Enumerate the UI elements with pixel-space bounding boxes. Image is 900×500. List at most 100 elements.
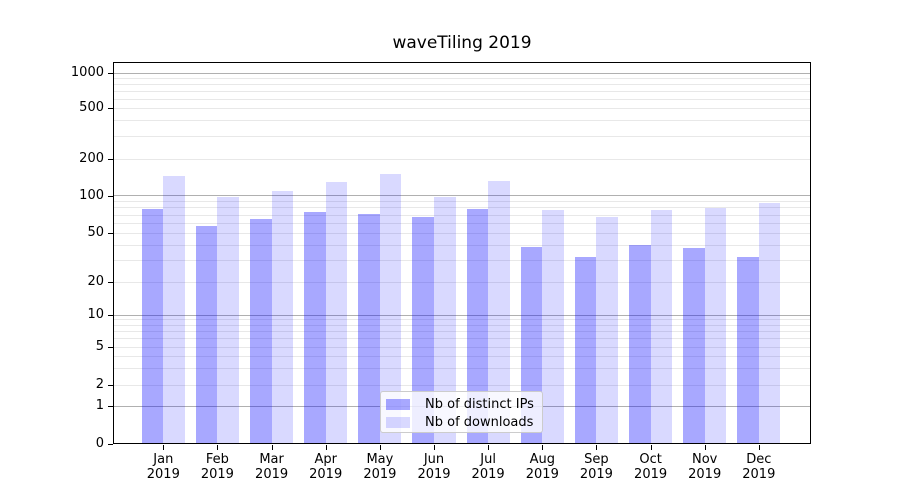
x-tick-label: Apr 2019 [298,452,354,482]
gridline-minor [113,356,811,357]
y-tick-label: 100 [79,187,104,203]
x-tick-label: Jul 2019 [460,452,516,482]
gridline-minor [113,331,811,333]
gridline-minor [113,222,811,224]
bar-distinct-ips [195,226,218,444]
x-tick-label: Feb 2019 [189,452,245,482]
x-tick-month: May [366,452,394,467]
bar-distinct-ips [412,217,434,444]
x-tick-mark [650,445,652,450]
bar-distinct-ips [304,212,326,444]
x-tick-label: Nov 2019 [677,452,733,482]
x-tick-year: 2019 [688,467,722,482]
legend-label: Nb of distinct IPs [425,396,534,412]
y-tick-mark [108,315,113,316]
y-tick-label: 2 [95,377,104,392]
x-tick-year: 2019 [417,467,451,482]
bar-downloads [434,197,456,444]
x-tick-month: Dec [746,452,772,467]
chart-title: waveTiling 2019 [392,33,532,53]
gridline-minor [113,232,811,234]
x-tick-year: 2019 [471,467,505,482]
bar-downloads [704,207,727,444]
bar-downloads [325,181,348,444]
bar-downloads [271,190,294,444]
bar-downloads [596,216,618,444]
x-tick-mark [379,445,381,450]
legend-row: Nb of distinct IPs [386,395,542,413]
x-tick-mark [217,445,219,450]
bar-distinct-ips [466,209,489,444]
x-tick-mark [163,445,165,450]
bar-downloads [163,176,185,444]
y-tick-label: 500 [79,100,104,116]
x-tick-month: Jul [480,452,496,467]
legend-swatch [386,416,410,428]
x-tick-label: Jan 2019 [135,452,191,482]
bar-distinct-ips [574,257,597,444]
x-tick-month: Sep [584,452,609,467]
x-tick-mark [704,445,706,450]
y-tick-label: 1000 [70,65,104,81]
gridline-minor [113,158,811,160]
x-tick-label: May 2019 [352,452,408,482]
gridline-minor [113,78,811,80]
y-tick-mark [108,195,113,197]
x-tick-month: Feb [205,452,229,467]
gridline-minor [113,324,811,326]
bar-downloads [650,209,673,444]
y-tick-mark [108,108,113,110]
x-tick-year: 2019 [363,467,397,482]
bar-downloads [758,202,781,444]
x-tick-month: Mar [259,452,284,467]
x-tick-year: 2019 [309,467,343,482]
bar-distinct-ips [629,245,651,444]
legend-box: Nb of distinct IPs Nb of downloads [380,391,543,433]
x-tick-month: Jun [423,452,445,467]
x-tick-mark [434,445,435,450]
bar-downloads [379,174,402,444]
gridline-minor [113,84,811,86]
y-tick-mark [108,406,113,407]
x-tick-year: 2019 [525,467,559,482]
gridline-minor [113,259,811,261]
bar-distinct-ips [737,257,759,444]
gridline-minor [113,107,811,109]
x-tick-mark [325,445,327,450]
y-tick-label: 5 [95,339,104,355]
x-tick-label: Sep 2019 [568,452,624,482]
gridline-minor [113,281,811,283]
y-tick-label: 50 [87,225,104,241]
legend-row: Nb of downloads [386,413,542,431]
bar-downloads [488,181,510,444]
x-tick-year: 2019 [146,467,180,482]
bar-distinct-ips [141,209,164,444]
y-tick-mark [108,73,113,75]
plot-area: Nb of distinct IPs Nb of downloads [113,62,811,444]
legend-label: Nb of downloads [425,414,534,430]
x-tick-mark [596,445,598,450]
y-tick-label: 20 [87,274,104,289]
y-tick-label: 10 [87,307,104,322]
x-tick-label: Jun 2019 [406,452,462,482]
gridline-major [113,72,811,74]
gridline-minor [113,207,811,209]
x-tick-label: Dec 2019 [731,452,787,482]
gridline-minor [113,244,811,246]
x-tick-year: 2019 [255,467,289,482]
gridline-major [113,314,811,316]
bar-downloads [217,197,239,444]
x-tick-mark [758,445,760,450]
x-tick-month: Oct [639,452,662,467]
gridline-minor [113,338,811,340]
y-tick-mark [108,282,113,283]
gridline-minor [113,90,811,92]
y-tick-mark [108,233,113,235]
x-tick-year: 2019 [634,467,668,482]
x-tick-mark [488,445,490,450]
gridline-minor [113,384,811,386]
y-tick-label: 200 [79,151,104,167]
y-tick-mark [108,444,113,445]
y-tick-mark [108,159,113,161]
